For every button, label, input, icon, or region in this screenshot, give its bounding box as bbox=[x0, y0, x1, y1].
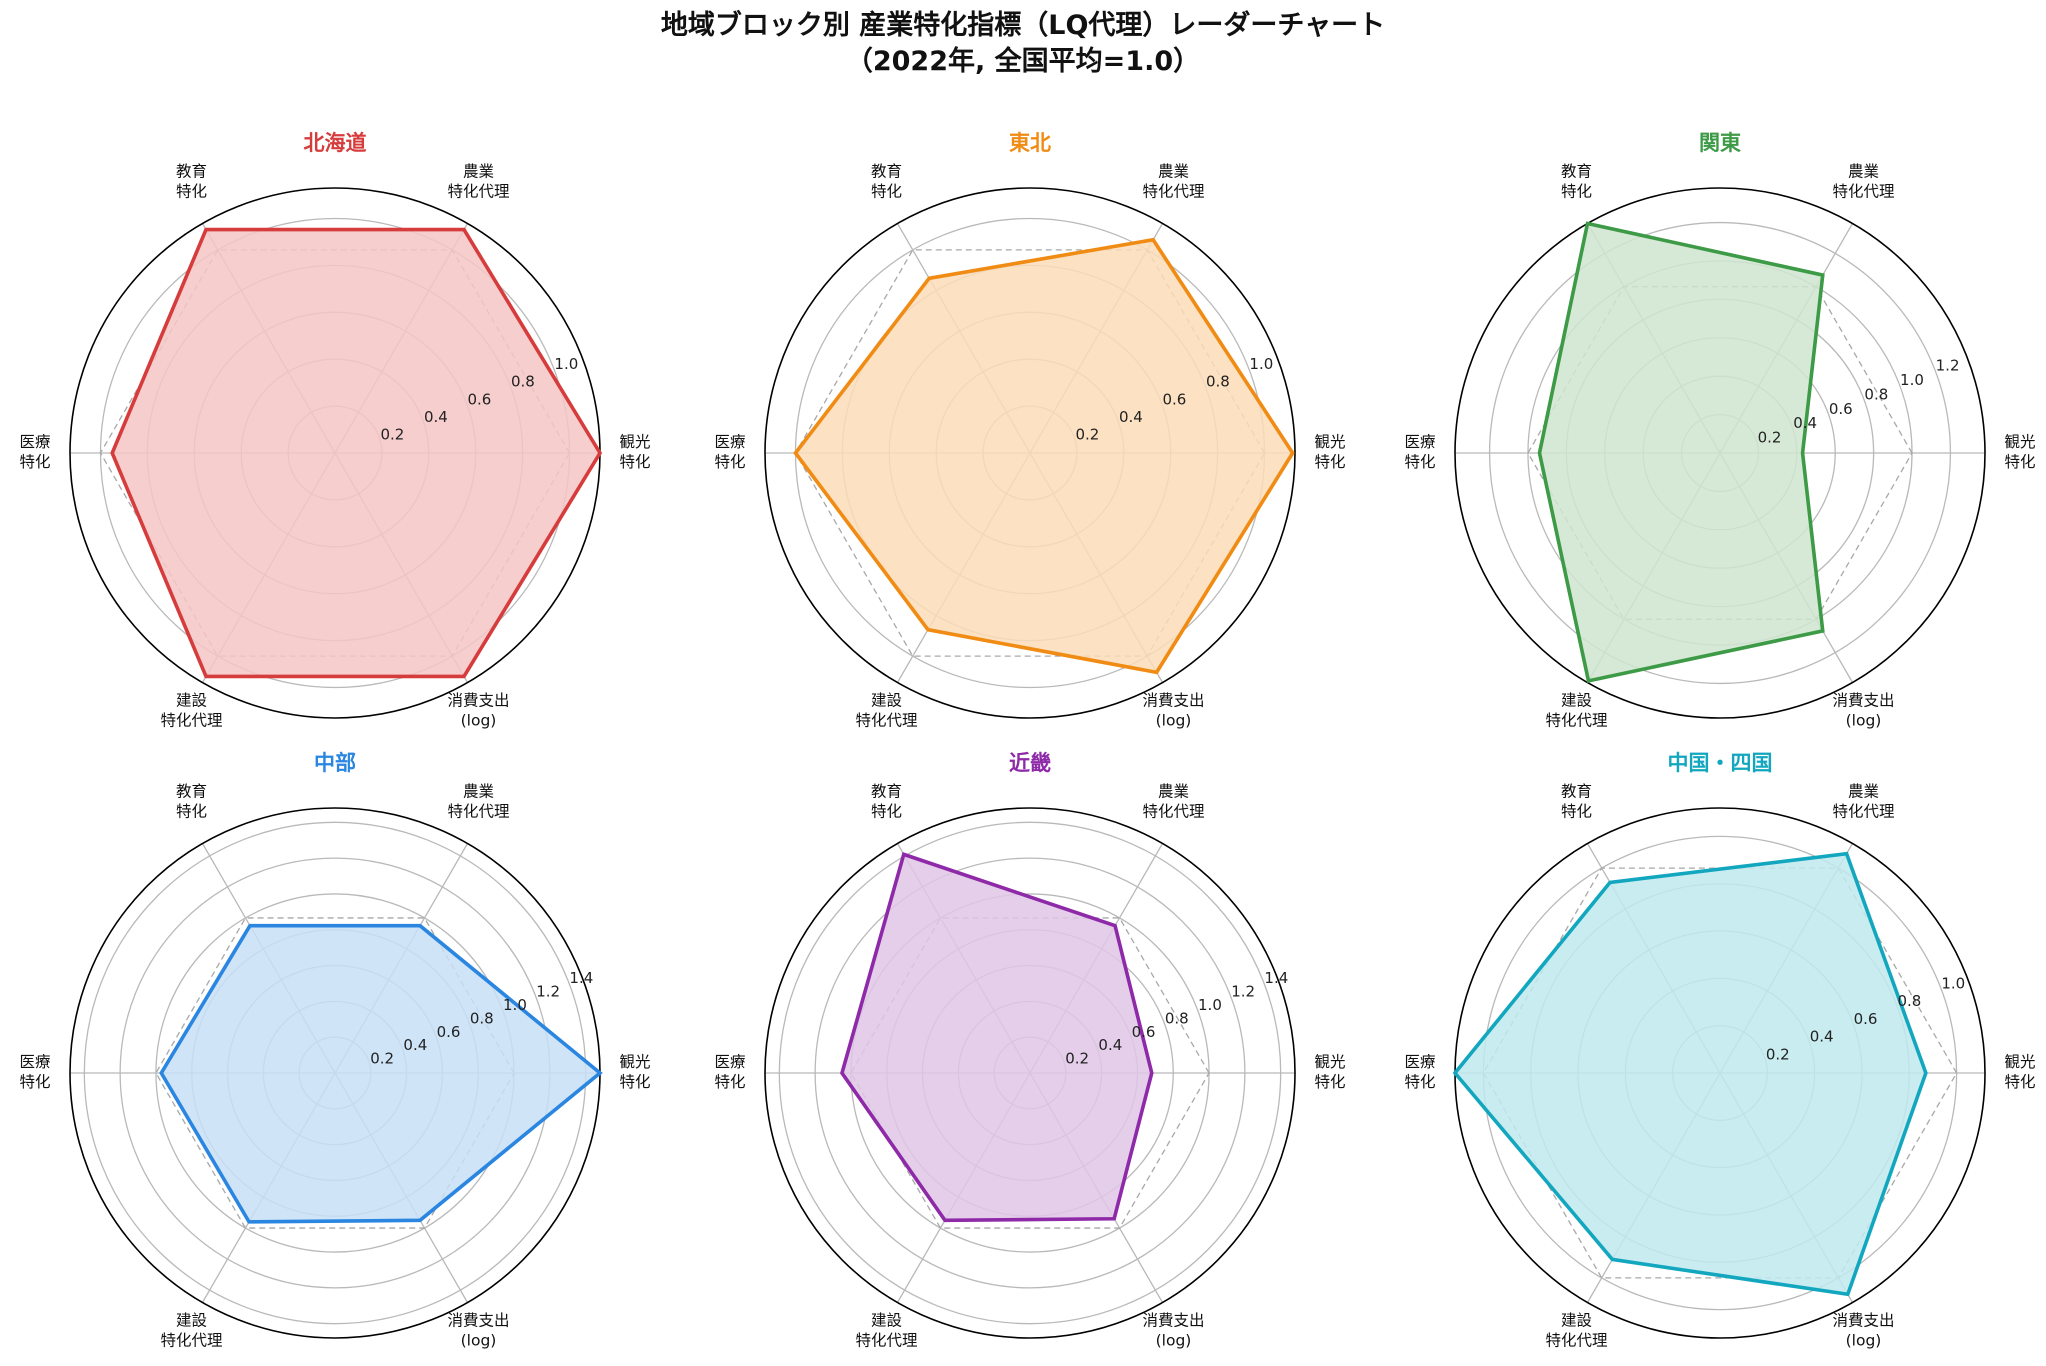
radial-tick-label: 1.4 bbox=[569, 969, 593, 987]
radar-panel: 0.2 0.4 0.6 0.8 1.0 1.2 1.4 観光特化 農業特化代理 教育特化医療特化建… bbox=[19, 751, 650, 1350]
axis-label: 観光特化 bbox=[1314, 433, 1345, 471]
radial-tick-label: 0.6 bbox=[1132, 1023, 1156, 1041]
radial-tick-label: 0.6 bbox=[1162, 390, 1186, 408]
radial-tick-label: 1.2 bbox=[1231, 983, 1255, 1001]
radial-tick-label: 0.4 bbox=[1810, 1028, 1834, 1046]
axis-label: 建設特化代理 bbox=[855, 692, 917, 730]
radial-tick-label: 1.0 bbox=[1900, 371, 1924, 389]
radial-tick-label: 0.2 bbox=[1758, 429, 1782, 447]
panel-title: 関東 bbox=[1699, 131, 1741, 155]
radial-tick-label: 0.8 bbox=[470, 1009, 494, 1027]
axis-label: 教育特化 bbox=[871, 782, 902, 820]
axis-label: 農業特化代理 bbox=[1832, 782, 1894, 820]
series-area bbox=[1455, 853, 1926, 1295]
baseline-polygon bbox=[850, 917, 1210, 1229]
axis-label: 観光特化 bbox=[619, 1053, 650, 1091]
axis-label: 建設特化代理 bbox=[1545, 1312, 1607, 1350]
radial-tick-label: 0.8 bbox=[1898, 992, 1922, 1010]
chart-title-line1: 地域ブロック別 産業特化指標（LQ代理）レーダーチャート bbox=[660, 10, 1386, 41]
outer-frame bbox=[764, 807, 1296, 1339]
axis-label: 農業特化代理 bbox=[1832, 162, 1894, 200]
radial-tick-label: 0.8 bbox=[511, 373, 535, 391]
radar-panel: 0.2 0.4 0.6 0.8 1.0 1.2 1.4 観光特化 農業特化代理 教育特化医療特化建… bbox=[714, 751, 1345, 1350]
axis-label: 医療特化 bbox=[19, 1053, 51, 1091]
axis-label: 教育特化 bbox=[1561, 782, 1592, 820]
axis-label: 医療特化 bbox=[714, 433, 746, 471]
radial-tick-label: 0.8 bbox=[1206, 373, 1230, 391]
axis-label: 教育特化 bbox=[176, 162, 207, 200]
panel-title: 北海道 bbox=[304, 131, 367, 155]
radial-tick-label: 1.0 bbox=[554, 355, 578, 373]
axis-label: 農業特化代理 bbox=[447, 162, 509, 200]
panel-title: 近畿 bbox=[1009, 751, 1051, 775]
axis-label: 医療特化 bbox=[714, 1053, 746, 1091]
radial-tick-label: 0.4 bbox=[1119, 408, 1143, 426]
axis-label: 消費支出(log) bbox=[1832, 692, 1894, 730]
axis-label: 教育特化 bbox=[871, 162, 902, 200]
axis-label: 観光特化 bbox=[619, 433, 650, 471]
radial-tick-label: 0.2 bbox=[370, 1050, 394, 1068]
radial-tick-label: 1.0 bbox=[1941, 974, 1965, 992]
series-area bbox=[161, 925, 600, 1222]
axis-label: 農業特化代理 bbox=[447, 782, 509, 820]
radial-tick-label: 0.6 bbox=[1829, 400, 1853, 418]
radial-tick-label: 0.4 bbox=[424, 408, 448, 426]
radial-tick-label: 0.6 bbox=[1854, 1010, 1878, 1028]
axis-label: 消費支出(log) bbox=[447, 692, 509, 730]
axis-label: 医療特化 bbox=[19, 433, 51, 471]
axis-label: 建設特化代理 bbox=[160, 1312, 222, 1350]
axis-label: 消費支出(log) bbox=[1142, 1312, 1204, 1350]
radial-tick-label: 0.8 bbox=[1864, 385, 1888, 403]
series-area bbox=[112, 229, 600, 677]
axis-label: 建設特化代理 bbox=[1545, 692, 1607, 730]
axis-label: 医療特化 bbox=[1404, 1053, 1436, 1091]
radial-tick-label: 0.6 bbox=[437, 1023, 461, 1041]
radial-tick-label: 0.2 bbox=[1065, 1050, 1089, 1068]
axis-label: 医療特化 bbox=[1404, 433, 1436, 471]
axis-label: 消費支出(log) bbox=[447, 1312, 509, 1350]
radial-tick-label: 0.4 bbox=[403, 1036, 427, 1054]
axis-label: 消費支出(log) bbox=[1142, 692, 1204, 730]
radial-tick-label: 1.0 bbox=[1198, 996, 1222, 1014]
axis-label: 教育特化 bbox=[1561, 162, 1592, 200]
baseline-polygon bbox=[155, 917, 515, 1229]
panel-title: 中国・四国 bbox=[1668, 751, 1773, 775]
radial-tick-label: 0.4 bbox=[1793, 414, 1817, 432]
outer-frame bbox=[764, 187, 1296, 719]
series-area bbox=[841, 854, 1152, 1221]
radar-panel: 0.2 0.4 0.6 0.8 1.0 1.2 観光特化 農業特化代理 教育特化医療特化建設特化… bbox=[1404, 131, 2035, 730]
series-area bbox=[795, 239, 1293, 673]
radial-tick-label: 1.0 bbox=[1249, 355, 1273, 373]
chart-title-line2: （2022年, 全国平均=1.0） bbox=[845, 46, 1201, 77]
axis-label: 観光特化 bbox=[2004, 1053, 2035, 1091]
radial-tick-label: 0.6 bbox=[467, 390, 491, 408]
radial-tick-label: 1.4 bbox=[1264, 969, 1288, 987]
radial-tick-label: 0.8 bbox=[1165, 1009, 1189, 1027]
outer-frame bbox=[1454, 187, 1986, 719]
axis-label: 農業特化代理 bbox=[1142, 782, 1204, 820]
panel-title: 東北 bbox=[1009, 131, 1051, 155]
series-area bbox=[1539, 223, 1823, 681]
radial-tick-label: 0.4 bbox=[1098, 1036, 1122, 1054]
radial-tick-label: 0.2 bbox=[1075, 425, 1099, 443]
axis-label: 観光特化 bbox=[2004, 433, 2035, 471]
panel-title: 中部 bbox=[314, 751, 356, 775]
radial-tick-label: 0.2 bbox=[380, 425, 404, 443]
axis-label: 建設特化代理 bbox=[855, 1312, 917, 1350]
radial-tick-label: 1.0 bbox=[503, 996, 527, 1014]
axis-label: 建設特化代理 bbox=[160, 692, 222, 730]
axis-label: 観光特化 bbox=[1314, 1053, 1345, 1091]
radial-tick-label: 1.2 bbox=[1936, 357, 1960, 375]
axis-label: 教育特化 bbox=[176, 782, 207, 820]
axis-label: 農業特化代理 bbox=[1142, 162, 1204, 200]
radial-tick-label: 0.2 bbox=[1766, 1045, 1790, 1063]
chart-title: 地域ブロック別 産業特化指標（LQ代理）レーダーチャート （2022年, 全国平… bbox=[0, 8, 2046, 80]
radial-tick-label: 1.2 bbox=[536, 983, 560, 1001]
axis-label: 消費支出(log) bbox=[1832, 1312, 1894, 1350]
